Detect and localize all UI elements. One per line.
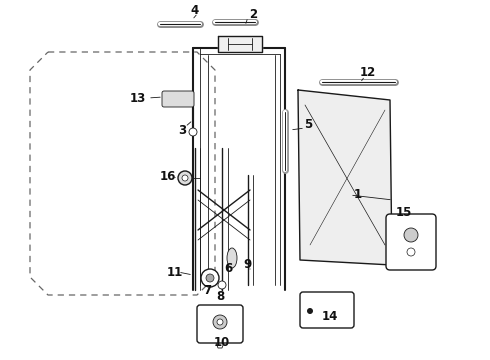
FancyBboxPatch shape: [162, 91, 194, 107]
Text: 8: 8: [216, 289, 224, 302]
Text: 2: 2: [249, 8, 257, 21]
Circle shape: [206, 274, 214, 282]
Circle shape: [182, 175, 188, 181]
Circle shape: [217, 319, 223, 325]
Text: 5: 5: [304, 118, 312, 131]
Text: 12: 12: [360, 67, 376, 80]
Text: 7: 7: [203, 284, 211, 297]
Circle shape: [189, 128, 197, 136]
Circle shape: [407, 248, 415, 256]
FancyBboxPatch shape: [300, 292, 354, 328]
Text: 4: 4: [191, 4, 199, 17]
Text: 9: 9: [243, 258, 251, 271]
Text: 10: 10: [214, 336, 230, 348]
Circle shape: [178, 171, 192, 185]
Text: 6: 6: [224, 261, 232, 274]
Circle shape: [404, 228, 418, 242]
Text: 15: 15: [396, 206, 412, 219]
Text: 1: 1: [354, 189, 362, 202]
Ellipse shape: [227, 248, 237, 268]
Circle shape: [218, 281, 226, 289]
Polygon shape: [218, 36, 262, 52]
FancyBboxPatch shape: [386, 214, 436, 270]
FancyBboxPatch shape: [197, 305, 243, 343]
Text: 13: 13: [130, 91, 146, 104]
Circle shape: [307, 308, 313, 314]
Circle shape: [201, 269, 219, 287]
Text: 14: 14: [322, 310, 338, 323]
Text: 3: 3: [178, 123, 186, 136]
Polygon shape: [298, 90, 392, 265]
Text: 11: 11: [167, 266, 183, 279]
Circle shape: [213, 315, 227, 329]
Text: 16: 16: [160, 171, 176, 184]
